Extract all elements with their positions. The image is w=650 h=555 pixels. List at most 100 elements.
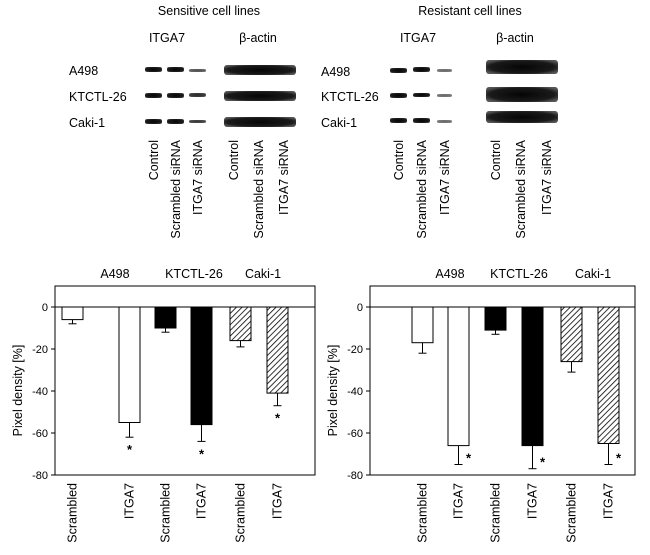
x-tick-label: Scrambled: [234, 483, 248, 543]
blot-row-label: KTCTL-26: [69, 90, 127, 104]
significance-marker: *: [127, 442, 133, 457]
bar: [484, 306, 507, 331]
blot-band: [145, 119, 162, 124]
y-axis-label: Pixel density [%]: [11, 345, 25, 437]
blot-band: [224, 117, 296, 127]
bar: [447, 306, 470, 447]
blot-lane-label: ITGA7 siRNA: [438, 139, 452, 215]
x-tick-label: ITGA7: [602, 483, 616, 519]
blot-band: [224, 91, 296, 101]
x-tick-label: ITGA7: [123, 483, 137, 519]
significance-marker: *: [199, 446, 205, 461]
bar: [190, 306, 213, 426]
y-tick-label: -60: [32, 428, 48, 440]
blot-panel-itga7-label: ITGA7: [149, 31, 185, 45]
blot-band: [413, 93, 430, 97]
x-tick-label: ITGA7: [452, 483, 466, 519]
blot-band: [437, 69, 452, 72]
blot-lane-label: Control: [392, 140, 406, 180]
y-tick-label: 0: [42, 302, 48, 314]
blot-lane-label: Scrambled siRNA: [169, 139, 183, 238]
x-tick-label: Scrambled: [416, 483, 430, 543]
plot-frame: [54, 285, 316, 476]
group-label: A498: [435, 267, 464, 281]
blot-title: Resistant cell lines: [418, 4, 522, 18]
blot-sensitive: Sensitive cell lines ITGA7 β-actin A498 …: [69, 4, 296, 239]
bar: [560, 306, 583, 363]
blot-panel-actin-label: β-actin: [496, 31, 534, 45]
blot-band: [486, 87, 558, 102]
blot-band: [189, 93, 206, 97]
blot-band: [145, 67, 162, 72]
y-tick-label: -40: [347, 386, 363, 398]
blot-band: [167, 93, 184, 98]
y-tick-label: -80: [347, 470, 363, 482]
bar: [154, 306, 177, 329]
blot-panel-itga7-label: ITGA7: [400, 31, 436, 45]
y-tick-label: -60: [347, 428, 363, 440]
x-tick-label: ITGA7: [271, 483, 285, 519]
bar: [266, 306, 289, 394]
blot-row-label: Caki-1: [321, 116, 357, 130]
y-tick-label: -40: [32, 386, 48, 398]
blot-lane-label: Scrambled siRNA: [415, 139, 429, 238]
significance-marker: *: [540, 455, 546, 470]
bar-chart-sensitive: A498 KTCTL-26 Caki-1 0 -20 -40 -60 -80 Pixel den…: [11, 267, 316, 543]
bar: [521, 306, 544, 447]
blot-band: [486, 60, 558, 74]
bar: [597, 306, 620, 444]
blot-band: [486, 111, 558, 123]
significance-marker: *: [275, 411, 281, 426]
blot-band: [145, 93, 162, 98]
significance-marker: *: [466, 451, 472, 466]
blot-band: [189, 120, 206, 123]
blot-lane-label: Control: [489, 140, 503, 180]
blot-lane-label: ITGA7 siRNA: [191, 139, 205, 215]
y-axis-label: Pixel density [%]: [326, 345, 340, 437]
bar-chart-resistant: A498 KTCTL-26 Caki-1 0 -20 -40 -60 -80 Pixel den…: [326, 267, 636, 543]
blot-lane-label: ITGA7 siRNA: [540, 139, 554, 215]
blot-lane-label: Control: [147, 140, 161, 180]
x-tick-label: Scrambled: [159, 483, 173, 543]
blot-band: [167, 119, 184, 124]
plot-frame: [369, 285, 636, 476]
blot-row-label: Caki-1: [69, 116, 105, 130]
y-tick-label: 0: [357, 302, 363, 314]
blot-band: [437, 94, 452, 97]
blot-lane-label: ITGA7 siRNA: [277, 139, 291, 215]
blot-row-label: KTCTL-26: [321, 90, 379, 104]
blot-band: [413, 118, 430, 123]
blot-band: [390, 118, 407, 123]
blot-band: [167, 67, 184, 72]
x-tick-label: Scrambled: [489, 483, 503, 543]
blot-lane-label: Scrambled siRNA: [514, 139, 528, 238]
group-label: Caki-1: [245, 267, 281, 281]
blot-resistant: Resistant cell lines ITGA7 β-actin A498 …: [321, 4, 558, 239]
blot-lane-label: Control: [227, 140, 241, 180]
y-tick-label: -20: [32, 344, 48, 356]
blot-title: Sensitive cell lines: [158, 4, 260, 18]
blot-band: [390, 68, 407, 73]
x-tick-label: ITGA7: [195, 483, 209, 519]
x-tick-label: Scrambled: [565, 483, 579, 543]
y-tick-label: -80: [32, 470, 48, 482]
blot-band: [224, 65, 296, 75]
bar: [411, 306, 434, 344]
blot-band: [390, 93, 407, 98]
bar: [61, 306, 84, 321]
blot-row-label: A498: [69, 64, 98, 78]
bar: [118, 306, 141, 423]
group-label: KTCTL-26: [165, 267, 223, 281]
group-label: Caki-1: [575, 267, 611, 281]
bar: [229, 306, 252, 342]
group-label: A498: [100, 267, 129, 281]
y-tick-label: -20: [347, 344, 363, 356]
blot-lane-label: Scrambled siRNA: [252, 139, 266, 238]
blot-band: [437, 120, 452, 123]
group-label: KTCTL-26: [490, 267, 548, 281]
significance-marker: *: [616, 451, 622, 466]
blot-band: [189, 69, 206, 72]
x-tick-label: Scrambled: [66, 483, 80, 543]
blot-panel-actin-label: β-actin: [239, 31, 277, 45]
